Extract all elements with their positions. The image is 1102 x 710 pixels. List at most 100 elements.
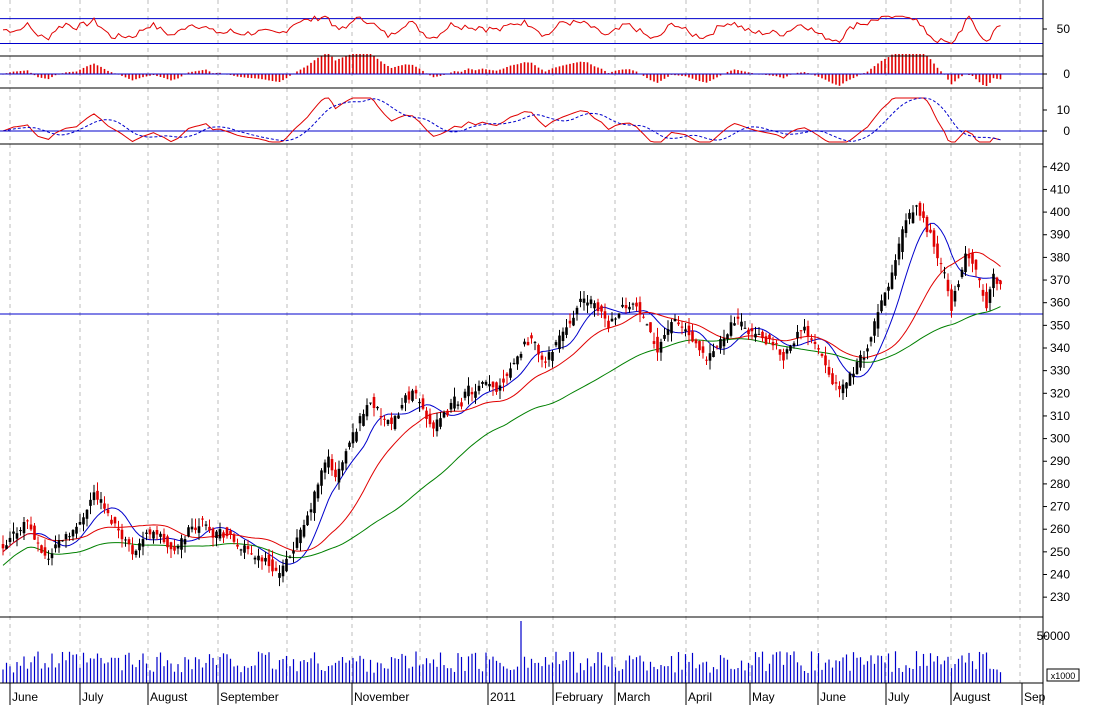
histogram-bar	[551, 68, 554, 74]
histogram-bar	[803, 72, 806, 74]
candle-body	[425, 410, 428, 419]
histogram-panel	[0, 54, 1043, 86]
candle-body	[957, 284, 960, 288]
histogram-bar	[516, 64, 519, 74]
candle-body	[939, 263, 943, 265]
histogram-bar	[208, 71, 211, 74]
histogram-bar	[541, 69, 543, 74]
histogram-bar	[530, 62, 533, 74]
histogram-bar	[394, 66, 396, 74]
histogram-bar	[954, 74, 956, 82]
candle-body	[806, 326, 810, 337]
histogram-bar	[173, 74, 176, 80]
axes: 50 0 10 0 420 410 400 390 380 370 360 350 340 330 320 3…	[0, 0, 1080, 705]
histogram-bar	[821, 74, 823, 79]
signal-line	[2, 97, 1001, 142]
candle-body	[208, 526, 211, 531]
histogram-bar	[817, 74, 820, 77]
histogram-bar	[950, 74, 953, 85]
candle-body	[701, 346, 705, 353]
candle-body	[841, 384, 845, 394]
histogram-bar	[576, 62, 578, 74]
histogram-bar	[457, 71, 459, 74]
histogram-bar	[590, 64, 592, 74]
candle-body	[320, 470, 323, 486]
histogram-bar	[180, 74, 183, 77]
histogram-bar	[439, 74, 442, 76]
histogram-bar	[89, 64, 92, 74]
histogram-bar	[796, 72, 799, 74]
histogram-bar	[884, 58, 886, 74]
candle-body	[894, 260, 897, 276]
candle-body	[817, 348, 820, 350]
candle-body	[603, 311, 607, 319]
candle-body	[92, 492, 96, 501]
candle-body	[589, 299, 593, 305]
histogram-bar	[656, 74, 659, 83]
candle-body	[467, 385, 470, 397]
candle-body	[971, 253, 974, 264]
candle-body	[754, 333, 757, 338]
histogram-bar	[415, 66, 417, 74]
candle-body	[152, 531, 155, 539]
moving-average-mid	[2, 251, 1001, 553]
momentum-panel	[0, 97, 1043, 143]
histogram-bar	[499, 69, 501, 74]
candle-body	[57, 540, 61, 548]
histogram-bar	[313, 60, 316, 74]
histogram-bar	[103, 68, 106, 74]
candle-body	[866, 348, 869, 352]
vertical-gridlines	[9, 0, 1021, 683]
candle-body	[96, 490, 99, 500]
histogram-bar	[565, 64, 568, 74]
histogram-bar	[600, 68, 603, 74]
histogram-bar	[215, 72, 218, 74]
histogram-bar	[495, 70, 498, 74]
histogram-bar	[240, 74, 242, 78]
candle-body	[243, 545, 246, 553]
candle-body	[215, 531, 218, 539]
candle-body	[593, 303, 596, 309]
histogram-bar	[597, 67, 599, 74]
candle-body	[911, 212, 915, 224]
histogram-bar	[387, 65, 389, 74]
price-tick-label: 300	[1050, 432, 1070, 446]
candle-body	[397, 415, 400, 419]
candle-body	[166, 536, 169, 548]
histogram-bar	[611, 71, 613, 74]
histogram-bar	[653, 74, 655, 82]
candle-body	[953, 290, 957, 302]
candle-body	[523, 341, 526, 345]
histogram-bar	[975, 74, 977, 80]
candle-body	[600, 305, 603, 312]
candle-body	[491, 381, 495, 388]
histogram-bar	[254, 74, 256, 79]
candle-body	[670, 322, 673, 334]
histogram-bar	[901, 54, 904, 74]
price-tick-label: 400	[1050, 205, 1070, 219]
candle-body	[99, 499, 103, 503]
candle-body	[222, 532, 225, 538]
histogram-bar	[733, 69, 736, 74]
candle-body	[183, 539, 187, 545]
price-panel	[0, 201, 1043, 587]
x-tick-label: Sep	[1024, 690, 1046, 704]
candle-body	[428, 413, 432, 425]
histogram-bar	[145, 74, 148, 77]
histogram-bar	[824, 74, 827, 80]
candle-body	[64, 534, 68, 540]
x-tick-label: February	[555, 690, 603, 704]
candle-body	[390, 417, 393, 424]
histogram-bar	[401, 65, 403, 74]
candle-body	[285, 558, 288, 572]
histogram-bar	[919, 54, 921, 74]
candle-body	[610, 318, 614, 322]
histogram-bar	[362, 54, 365, 74]
histogram-bar	[68, 72, 71, 74]
candle-body	[974, 259, 978, 270]
candle-body	[138, 543, 141, 551]
histogram-bar	[513, 64, 515, 74]
candle-body	[204, 524, 208, 526]
histogram-bar	[306, 65, 309, 74]
